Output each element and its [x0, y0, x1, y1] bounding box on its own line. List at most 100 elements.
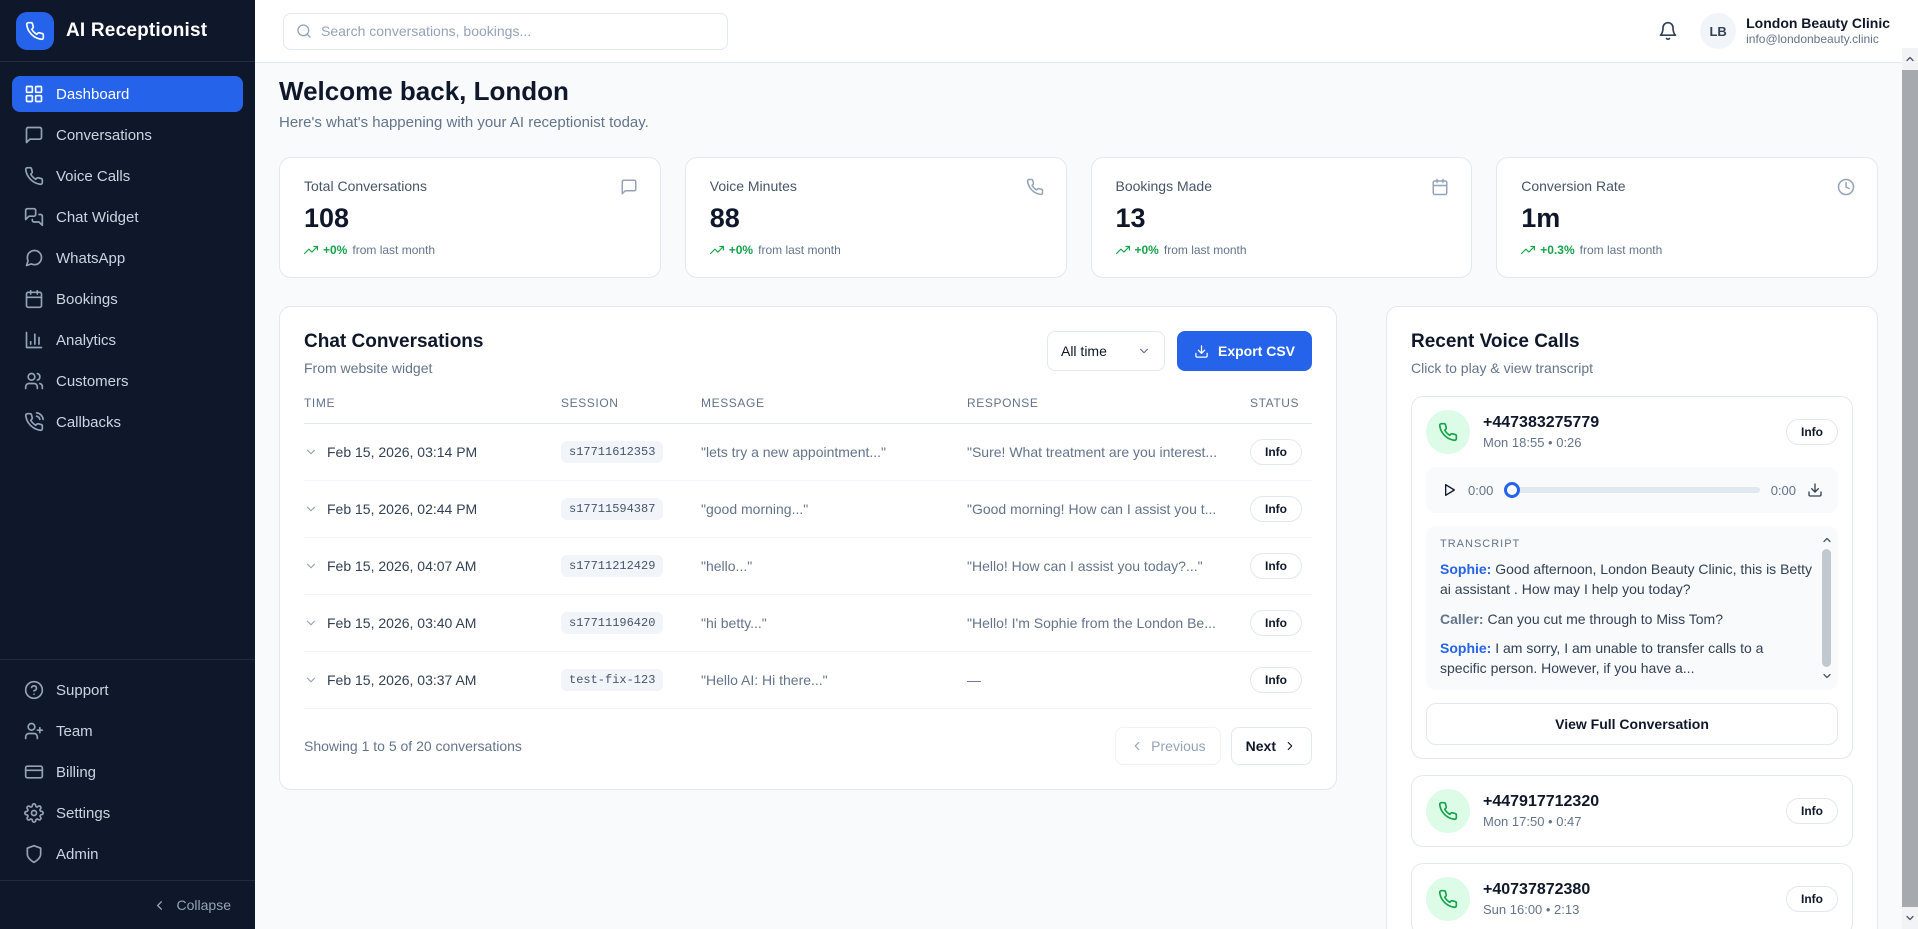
help-circle-icon — [24, 680, 44, 700]
view-full-conversation-button[interactable]: View Full Conversation — [1426, 703, 1838, 746]
sidebar-item-billing[interactable]: Billing — [12, 754, 243, 790]
transcript-scrollbar[interactable] — [1820, 534, 1833, 682]
sidebar-item-label: Callbacks — [56, 413, 122, 431]
row-time: Feb 15, 2026, 04:07 AM — [327, 558, 477, 574]
table-row[interactable]: Feb 15, 2026, 03:40 AM s17711196420 "hi … — [304, 594, 1312, 652]
sidebar-item-analytics[interactable]: Analytics — [12, 322, 243, 358]
sidebar-item-label: Voice Calls — [56, 167, 131, 185]
export-csv-button[interactable]: Export CSV — [1176, 331, 1312, 371]
stat-card-total-conversations: Total Conversations 108 +0% from last mo… — [279, 157, 661, 278]
trending-up-icon — [304, 243, 318, 257]
stat-value: 13 — [1115, 203, 1146, 233]
sidebar-item-customers[interactable]: Customers — [12, 363, 243, 399]
voice-call-card[interactable]: +40737872380 Sun 16:00 • 2:13 Info — [1411, 863, 1853, 929]
sidebar-item-label: Analytics — [56, 331, 117, 349]
sidebar-item-chat-widget[interactable]: Chat Widget — [12, 199, 243, 235]
pagination-summary: Showing 1 to 5 of 20 conversations — [304, 738, 522, 754]
stat-delta-suffix: from last month — [1579, 243, 1663, 257]
sidebar-item-support[interactable]: Support — [12, 672, 243, 708]
sidebar-item-admin[interactable]: Admin — [12, 836, 243, 872]
sidebar-item-conversations[interactable]: Conversations — [12, 117, 243, 153]
topbar: LB London Beauty Clinic info@londonbeaut… — [255, 0, 1918, 63]
sidebar-item-whatsapp[interactable]: WhatsApp — [12, 240, 243, 276]
info-button[interactable]: Info — [1786, 419, 1838, 445]
info-button[interactable]: Info — [1786, 886, 1838, 913]
stat-value: 108 — [304, 203, 350, 233]
play-icon[interactable] — [1441, 482, 1457, 498]
voice-call-card[interactable]: +447917712320 Mon 17:50 • 0:47 Info — [1411, 775, 1853, 848]
seek-knob[interactable] — [1504, 482, 1521, 498]
search-box[interactable] — [283, 12, 728, 50]
transcript-message: Sophie: Good afternoon, London Beauty Cl… — [1440, 559, 1812, 600]
next-page-button[interactable]: Next — [1230, 727, 1312, 765]
chevron-down-icon[interactable] — [1821, 670, 1833, 682]
info-button[interactable]: Info — [1250, 496, 1302, 522]
scrollbar-thumb[interactable] — [1822, 549, 1831, 668]
user-menu[interactable]: LB London Beauty Clinic info@londonbeaut… — [1700, 13, 1890, 49]
seek-slider[interactable] — [1504, 482, 1760, 498]
stat-card-bookings-made: Bookings Made 13 +0% from last month — [1090, 157, 1473, 278]
sidebar-footer-nav: Support Team Billing Settings Admin — [0, 659, 255, 880]
table-row[interactable]: Feb 15, 2026, 03:37 AM test-fix-123 "Hel… — [304, 651, 1312, 709]
chevron-down-icon[interactable] — [304, 559, 318, 573]
sidebar-item-settings[interactable]: Settings — [12, 795, 243, 831]
gear-icon — [24, 803, 44, 823]
bell-icon[interactable] — [1658, 21, 1678, 41]
info-button[interactable]: Info — [1250, 553, 1302, 579]
chevron-up-icon[interactable] — [1904, 48, 1916, 70]
time-filter-select[interactable]: All time — [1046, 331, 1165, 371]
sidebar-item-label: WhatsApp — [56, 249, 126, 267]
page-scrollbar[interactable] — [1902, 48, 1918, 929]
chevron-up-icon[interactable] — [1821, 534, 1833, 546]
stat-value: 88 — [709, 203, 740, 233]
sidebar-item-bookings[interactable]: Bookings — [12, 281, 243, 317]
chevron-down-icon[interactable] — [1904, 907, 1916, 929]
sidebar-item-label: Dashboard — [56, 85, 130, 103]
message-square-icon — [620, 178, 638, 196]
phone-call-icon — [1426, 877, 1470, 922]
table-row[interactable]: Feb 15, 2026, 02:44 PM s17711594387 "goo… — [304, 480, 1312, 538]
download-icon[interactable] — [1807, 482, 1823, 498]
shield-icon — [24, 844, 44, 864]
row-message: "good morning..." — [701, 501, 809, 517]
info-button[interactable]: Info — [1250, 439, 1302, 465]
chevron-down-icon[interactable] — [304, 502, 318, 516]
topbar-right: LB London Beauty Clinic info@londonbeaut… — [1658, 13, 1890, 49]
session-badge: test-fix-123 — [561, 669, 664, 691]
search-icon — [296, 23, 312, 39]
search-input[interactable] — [321, 23, 715, 39]
audio-player: 0:00 0:00 — [1426, 467, 1838, 513]
download-icon — [1194, 344, 1209, 359]
info-button[interactable]: Info — [1250, 667, 1302, 693]
sidebar-item-voice-calls[interactable]: Voice Calls — [12, 158, 243, 194]
phone-callback-icon — [24, 412, 44, 432]
previous-page-button[interactable]: Previous — [1115, 727, 1221, 765]
session-badge: s17711212429 — [561, 555, 664, 577]
stat-delta: +0% — [323, 243, 348, 257]
chevron-down-icon[interactable] — [304, 445, 318, 459]
call-number: +447383275779 — [1483, 414, 1600, 431]
chevron-down-icon[interactable] — [304, 616, 318, 630]
stat-delta: +0% — [728, 243, 754, 257]
sidebar-item-team[interactable]: Team — [12, 713, 243, 749]
table-row[interactable]: Feb 15, 2026, 04:07 AM s17711212429 "hel… — [304, 537, 1312, 595]
seek-track — [1504, 487, 1760, 493]
phone-call-icon — [1426, 410, 1470, 454]
info-button[interactable]: Info — [1250, 610, 1302, 636]
collapse-button[interactable]: Collapse — [0, 880, 255, 929]
chevron-down-icon[interactable] — [304, 673, 318, 687]
sidebar-spacer — [0, 440, 255, 659]
col-header-response: RESPONSE — [967, 396, 1250, 424]
table-row[interactable]: Feb 15, 2026, 03:14 PM s17711612353 "let… — [304, 423, 1312, 481]
sidebar-item-callbacks[interactable]: Callbacks — [12, 404, 243, 440]
scrollbar-thumb[interactable] — [1902, 70, 1918, 907]
call-meta: Mon 18:55 • 0:26 — [1483, 435, 1582, 450]
sidebar-item-label: Support — [56, 681, 109, 699]
voice-call-header[interactable]: +447383275779 Mon 18:55 • 0:26 Info — [1426, 410, 1838, 454]
row-time: Feb 15, 2026, 03:14 PM — [327, 444, 478, 460]
sidebar-item-dashboard[interactable]: Dashboard — [12, 76, 243, 112]
info-button[interactable]: Info — [1786, 798, 1838, 825]
stat-label: Voice Minutes — [709, 178, 797, 194]
sidebar-item-label: Chat Widget — [56, 208, 139, 226]
col-header-time: TIME — [304, 396, 561, 424]
